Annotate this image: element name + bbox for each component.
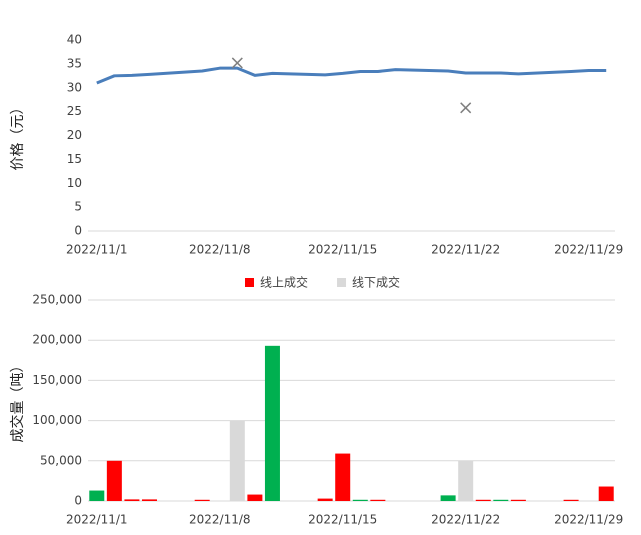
x-tick-label: 2022/11/8	[189, 513, 251, 527]
bar	[141, 499, 157, 501]
x-tick-label: 2022/11/8	[189, 243, 251, 257]
legend-label: 线下成交	[352, 275, 400, 290]
x-tick-label: 2022/11/1	[66, 243, 128, 257]
bar	[264, 345, 280, 501]
y-tick-label: 30	[67, 80, 82, 94]
x-tick-label: 2022/11/22	[431, 243, 500, 257]
bar	[563, 499, 579, 501]
y-tick-label: 250,000	[32, 293, 82, 307]
bar	[352, 499, 368, 501]
legend-swatch	[245, 278, 254, 287]
legend-swatch	[337, 278, 347, 287]
y-tick-label: 25	[67, 104, 82, 118]
bar	[493, 499, 509, 501]
x-tick-label: 2022/11/22	[431, 513, 500, 527]
bar	[89, 490, 105, 501]
x-tick-label: 2022/11/15	[308, 513, 377, 527]
x-tick-label: 2022/11/15	[308, 243, 377, 257]
bar	[124, 499, 140, 501]
bar	[475, 499, 491, 501]
y-tick-label: 40	[67, 33, 82, 47]
y-tick-label: 0	[74, 224, 82, 238]
marker	[460, 102, 472, 114]
y-tick-label: 200,000	[32, 333, 82, 347]
line	[96, 66, 607, 85]
bar	[370, 499, 386, 501]
bar	[458, 460, 474, 501]
marker	[231, 57, 243, 69]
bar	[335, 453, 351, 501]
bar	[510, 499, 526, 501]
bar	[247, 494, 263, 501]
y-tick-label: 100,000	[32, 413, 82, 427]
y-axis-title: 价格（元）	[10, 101, 26, 171]
y-tick-label: 20	[67, 128, 82, 142]
x-tick-label: 2022/11/29	[554, 513, 623, 527]
bar	[598, 486, 614, 501]
x-tick-label: 2022/11/29	[554, 243, 623, 257]
bar	[194, 499, 210, 501]
y-tick-label: 150,000	[32, 373, 82, 387]
bar	[229, 420, 245, 501]
y-tick-label: 35	[67, 56, 82, 70]
y-tick-label: 10	[67, 176, 82, 190]
bar	[440, 495, 456, 501]
legend-label: 线上成交	[260, 275, 308, 290]
y-tick-label: 0	[74, 494, 82, 508]
bar	[106, 460, 122, 501]
x-tick-label: 2022/11/1	[66, 513, 128, 527]
y-axis-title: 成交量（吨）	[9, 359, 26, 443]
y-tick-label: 5	[74, 200, 82, 214]
y-tick-label: 50,000	[40, 453, 82, 467]
bar	[317, 498, 333, 501]
y-tick-label: 15	[67, 152, 82, 166]
